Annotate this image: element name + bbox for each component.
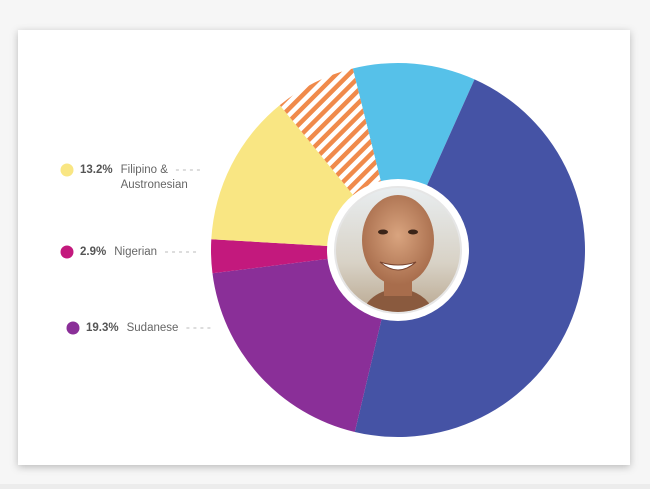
donut [211, 63, 586, 438]
slice [211, 239, 329, 274]
photo [327, 179, 469, 321]
category-label: Sudanese [127, 322, 179, 334]
photo-image [336, 188, 460, 312]
value-label: 2.9% [80, 246, 106, 258]
slice [211, 105, 354, 246]
legend-labels: 19.3% Sudanese 2.9% Nigerian 13.2% Filipino &… [60, 163, 213, 335]
value-label: 19.3% [86, 322, 119, 334]
slice [279, 68, 382, 196]
category-line: Austronesian [121, 179, 188, 191]
slice [354, 79, 586, 438]
category-label: Nigerian [114, 246, 157, 258]
legend-dot [60, 245, 74, 259]
legend-dot [60, 163, 74, 177]
category-label: Filipino & Austronesian [121, 164, 188, 191]
slice [352, 63, 475, 187]
category-line: Filipino & [121, 164, 169, 176]
legend-dot [66, 321, 80, 335]
value-label: 13.2% [80, 164, 113, 176]
slice [212, 258, 382, 432]
